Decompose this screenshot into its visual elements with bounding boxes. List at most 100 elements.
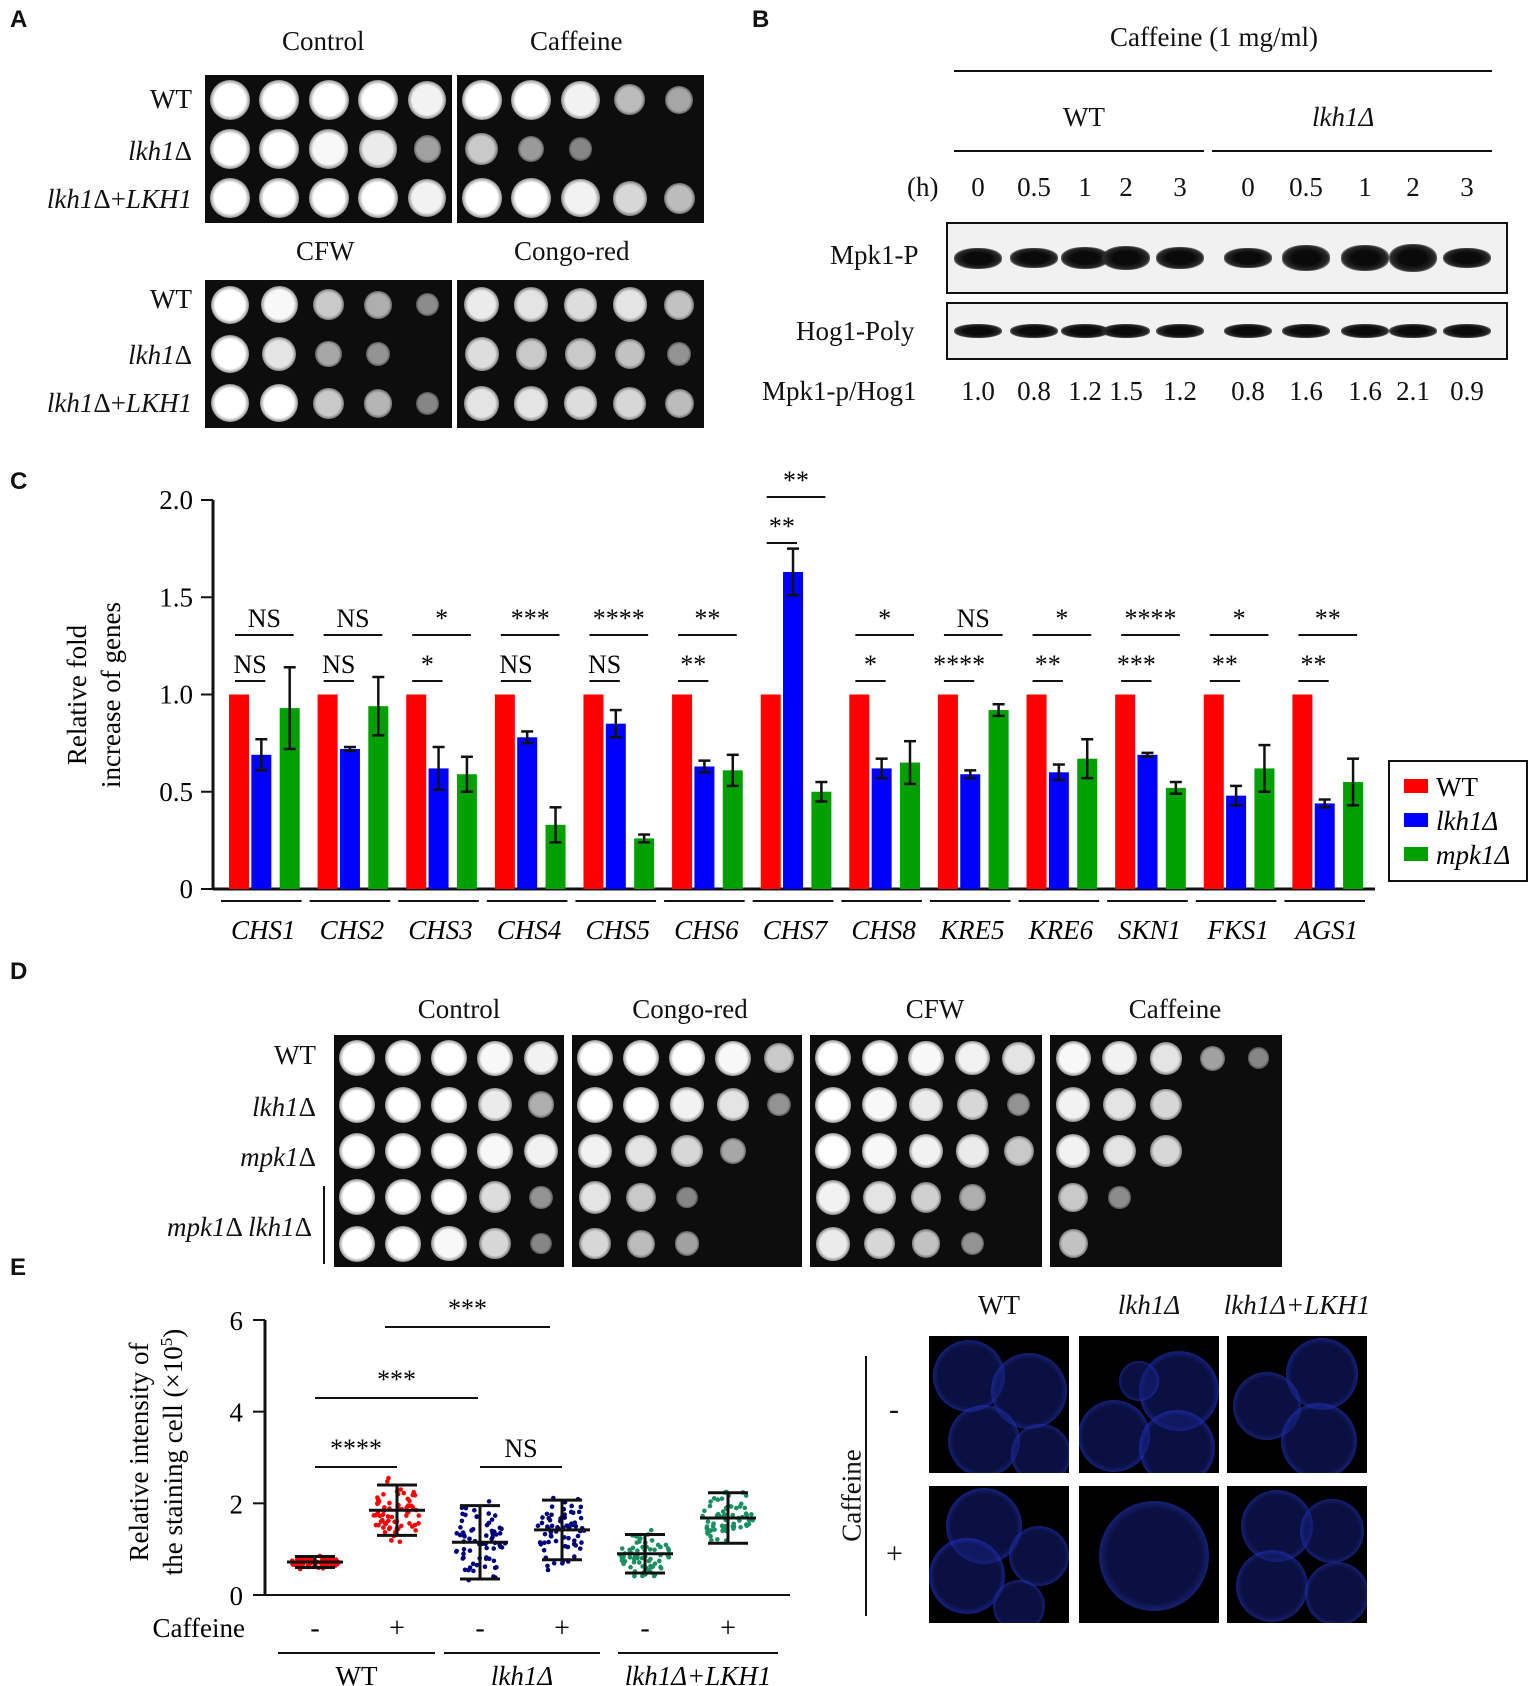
growth-spot — [676, 1186, 698, 1209]
growth-spot — [1150, 1089, 1182, 1121]
growth-spot — [959, 1184, 986, 1211]
category-label: CHS7 — [763, 915, 829, 945]
growth-spot — [1002, 1041, 1036, 1075]
growth-spot — [479, 1181, 511, 1214]
strain-label: WT — [274, 1040, 316, 1070]
data-point — [708, 1528, 714, 1533]
ratio-value: 0.9 — [1450, 376, 1484, 406]
bar — [783, 571, 804, 889]
data-point — [411, 1489, 417, 1495]
data-point — [541, 1547, 547, 1553]
growth-spot — [1004, 1136, 1034, 1166]
growth-spot — [357, 79, 398, 120]
growth-spot — [210, 285, 249, 324]
data-point — [663, 1542, 669, 1548]
growth-spot — [210, 384, 249, 423]
growth-spot — [863, 1181, 896, 1214]
bar — [811, 791, 832, 889]
growth-spot — [259, 129, 300, 169]
bar — [672, 694, 693, 889]
data-point — [571, 1554, 577, 1559]
bar — [760, 694, 781, 889]
data-point — [483, 1533, 489, 1538]
group-label: WT — [336, 1661, 378, 1686]
data-point — [705, 1519, 711, 1524]
micrograph-lkh1-lkh1-caffeine — [1227, 1486, 1367, 1623]
growth-spot — [1103, 1088, 1136, 1121]
growth-spot — [577, 1040, 613, 1077]
growth-spot — [623, 1040, 659, 1077]
growth-spot — [1058, 1229, 1088, 1259]
growth-spot — [862, 1133, 898, 1169]
data-point — [628, 1564, 633, 1570]
data-point — [537, 1540, 543, 1545]
growth-spot — [815, 1086, 852, 1123]
spot-plate-congo-red — [457, 280, 704, 428]
growth-spot — [523, 1133, 559, 1169]
western-blot-mpk1p — [946, 222, 1508, 294]
data-point — [486, 1520, 492, 1526]
growth-spot — [1056, 1133, 1091, 1169]
significance-label: NS — [957, 604, 990, 633]
growth-spot — [517, 135, 545, 163]
yeast-cell — [1236, 1550, 1308, 1622]
growth-spot — [767, 1093, 791, 1117]
growth-spot — [627, 1229, 655, 1258]
growth-spot — [357, 178, 398, 219]
growth-spot — [816, 1227, 850, 1261]
blot-band — [1341, 324, 1389, 338]
growth-spot — [614, 84, 646, 116]
growth-spot — [339, 1133, 375, 1169]
growth-spot — [431, 1179, 467, 1216]
data-point — [492, 1513, 498, 1518]
significance-label: NS — [588, 650, 621, 679]
significance-label: *** — [448, 1294, 487, 1323]
group-bracket-wt — [954, 150, 1204, 152]
significance-label: *** — [377, 1365, 416, 1394]
treatment-label: - — [475, 1613, 484, 1644]
bar — [1314, 803, 1335, 889]
bar — [1203, 694, 1224, 889]
data-point — [578, 1504, 584, 1510]
bar — [229, 694, 249, 889]
ratio-value: 1.6 — [1289, 376, 1323, 406]
scatter-plot-staining-intensity: 0 2 4 6 Relative intensity of the staining ce… — [124, 1294, 790, 1686]
data-point — [544, 1511, 550, 1517]
yeast-cell — [929, 1538, 1005, 1614]
growth-spot — [613, 386, 647, 420]
yeast-cell — [1079, 1400, 1150, 1472]
significance-label: * — [864, 650, 877, 679]
data-point — [401, 1490, 407, 1496]
growth-spot — [1149, 1041, 1183, 1075]
growth-spot — [339, 1225, 375, 1262]
data-point — [497, 1531, 503, 1536]
data-point — [416, 1513, 422, 1518]
data-point — [486, 1511, 491, 1516]
data-point — [387, 1500, 392, 1506]
growth-spot — [530, 1233, 552, 1255]
blot-band — [1282, 324, 1330, 338]
time-point: 1 — [1078, 172, 1092, 202]
data-point — [472, 1507, 477, 1513]
time-point: 0.5 — [1289, 172, 1323, 202]
growth-spot — [513, 287, 549, 322]
growth-spot — [1248, 1047, 1270, 1069]
data-point — [381, 1525, 386, 1530]
ratio-value: 1.2 — [1163, 376, 1197, 406]
growth-spot — [626, 1182, 656, 1213]
growth-spot — [529, 1185, 553, 1209]
yeast-cell — [993, 1580, 1045, 1623]
growth-spot — [816, 1180, 851, 1215]
strain-label: mpk1Δ — [240, 1142, 316, 1172]
condition-label: Congo-red — [632, 994, 748, 1024]
ratio-value: 1.2 — [1068, 376, 1102, 406]
data-point — [548, 1534, 554, 1539]
condition-label: Control — [282, 26, 365, 56]
data-point — [292, 1562, 297, 1568]
growth-spot — [960, 1232, 984, 1256]
growth-spot — [910, 1182, 942, 1213]
significance-label: *** — [1117, 650, 1156, 679]
category-label: CHS3 — [408, 915, 473, 945]
y-axis-label-line1: Relative intensity of — [124, 1343, 154, 1562]
group-label-lkh1: lkh1Δ — [1312, 102, 1375, 132]
